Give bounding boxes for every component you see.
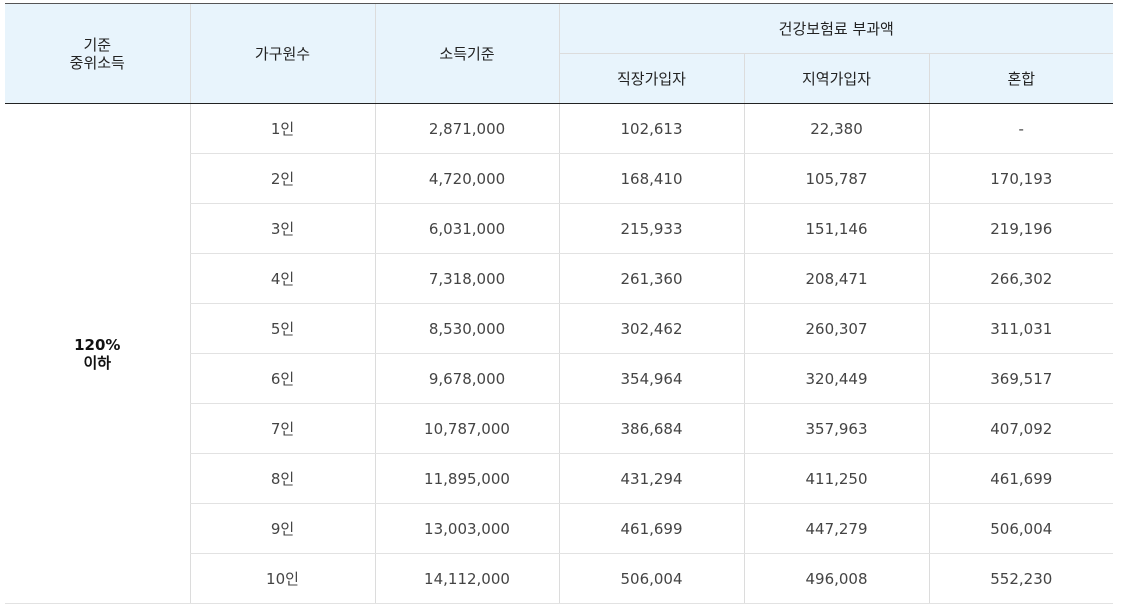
income-cell: 13,003,000	[374, 503, 559, 554]
group-label-line2: 이하	[83, 353, 112, 372]
employee-premium-cell: 215,933	[558, 203, 744, 254]
group-label-line1: 120%	[74, 335, 121, 354]
header-employee: 직장가입자	[558, 53, 744, 104]
household-size-cell: 6인	[189, 353, 375, 404]
mixed-premium-cell: 170,193	[928, 153, 1114, 204]
table-row: 7인 10,787,000 386,684 357,963 407,092	[5, 403, 1114, 454]
table-row: 3인 6,031,000 215,933 151,146 219,196	[5, 203, 1114, 254]
mixed-premium-cell: 311,031	[928, 303, 1114, 354]
employee-premium-cell: 431,294	[558, 453, 744, 504]
regional-premium-cell: 320,449	[743, 353, 929, 404]
regional-premium-cell: 411,250	[743, 453, 929, 504]
regional-premium-cell: 260,307	[743, 303, 929, 354]
regional-premium-cell: 447,279	[743, 503, 929, 554]
mixed-premium-cell: 407,092	[928, 403, 1114, 454]
table-row: 5인 8,530,000 302,462 260,307 311,031	[5, 303, 1114, 354]
regional-premium-cell: 22,380	[743, 103, 929, 154]
household-size-cell: 9인	[189, 503, 375, 554]
header-median-income-line2: 중위소득	[69, 53, 125, 72]
header-regional: 지역가입자	[743, 53, 929, 104]
income-cell: 11,895,000	[374, 453, 559, 504]
employee-premium-cell: 354,964	[558, 353, 744, 404]
regional-premium-cell: 496,008	[743, 553, 929, 604]
header-median-income: 기준 중위소득	[5, 3, 190, 104]
household-size-cell: 10인	[189, 553, 375, 604]
regional-premium-cell: 105,787	[743, 153, 929, 204]
income-cell: 10,787,000	[374, 403, 559, 454]
income-cell: 4,720,000	[374, 153, 559, 204]
header-median-income-line1: 기준	[83, 35, 112, 54]
table-row: 120% 이하 1인 2,871,000 102,613 22,380-	[5, 103, 1114, 604]
header-income-standard: 소득기준	[374, 3, 559, 104]
household-size-cell: 2인	[189, 153, 375, 204]
table-body: 120% 이하 1인 2,871,000 102,613 22,380-2인 4,720,0…	[5, 103, 1114, 604]
table-header: 기준 중위소득 가구원수 소득기준 건강보험료 부과액 직장가입자 지역가입자 …	[5, 3, 1114, 104]
regional-premium-cell: 208,471	[743, 253, 929, 304]
household-size-cell: 3인	[189, 203, 375, 254]
employee-premium-cell: 506,004	[558, 553, 744, 604]
regional-premium-cell: 357,963	[743, 403, 929, 454]
table-row: 2인 4,720,000 168,410 105,787 170,193	[5, 153, 1114, 204]
employee-premium-cell: 461,699	[558, 503, 744, 554]
household-size-cell: 4인	[189, 253, 375, 304]
header-mixed: 혼합	[928, 53, 1114, 104]
regional-premium-cell: 151,146	[743, 203, 929, 254]
household-size-cell: 7인	[189, 403, 375, 454]
median-income-group-cell: 120% 이하	[5, 103, 190, 604]
income-cell: 6,031,000	[374, 203, 559, 254]
mixed-premium-cell: 266,302	[928, 253, 1114, 304]
employee-premium-cell: 102,613	[558, 103, 744, 154]
household-size-cell: 8인	[189, 453, 375, 504]
table-row: 10인 14,112,000 506,004 496,008 552,230	[5, 553, 1114, 604]
mixed-premium-cell: 219,196	[928, 203, 1114, 254]
income-cell: 9,678,000	[374, 353, 559, 404]
employee-premium-cell: 261,360	[558, 253, 744, 304]
table-row: 6인 9,678,000 354,964 320,449 369,517	[5, 353, 1114, 404]
employee-premium-cell: 386,684	[558, 403, 744, 454]
employee-premium-cell: 302,462	[558, 303, 744, 354]
mixed-premium-cell: 369,517	[928, 353, 1114, 404]
income-cell: 8,530,000	[374, 303, 559, 354]
mixed-premium-cell: 552,230	[928, 553, 1114, 604]
income-cell: 7,318,000	[374, 253, 559, 304]
household-size-cell: 1인	[189, 103, 375, 154]
mixed-premium-cell: 506,004	[928, 503, 1114, 554]
household-size-cell: 5인	[189, 303, 375, 354]
table-row: 8인 11,895,000 431,294 411,250 461,699	[5, 453, 1114, 504]
mixed-premium-cell: -	[928, 103, 1114, 154]
header-premium-group: 건강보험료 부과액	[558, 3, 1114, 54]
income-cell: 14,112,000	[374, 553, 559, 604]
table-row: 4인 7,318,000 261,360 208,471 266,302	[5, 253, 1114, 304]
header-household-size: 가구원수	[189, 3, 375, 104]
employee-premium-cell: 168,410	[558, 153, 744, 204]
table-row: 9인 13,003,000 461,699 447,279 506,004	[5, 503, 1114, 554]
premium-table: 기준 중위소득 가구원수 소득기준 건강보험료 부과액 직장가입자 지역가입자 …	[5, 3, 1114, 604]
income-cell: 2,871,000	[374, 103, 559, 154]
mixed-premium-cell: 461,699	[928, 453, 1114, 504]
